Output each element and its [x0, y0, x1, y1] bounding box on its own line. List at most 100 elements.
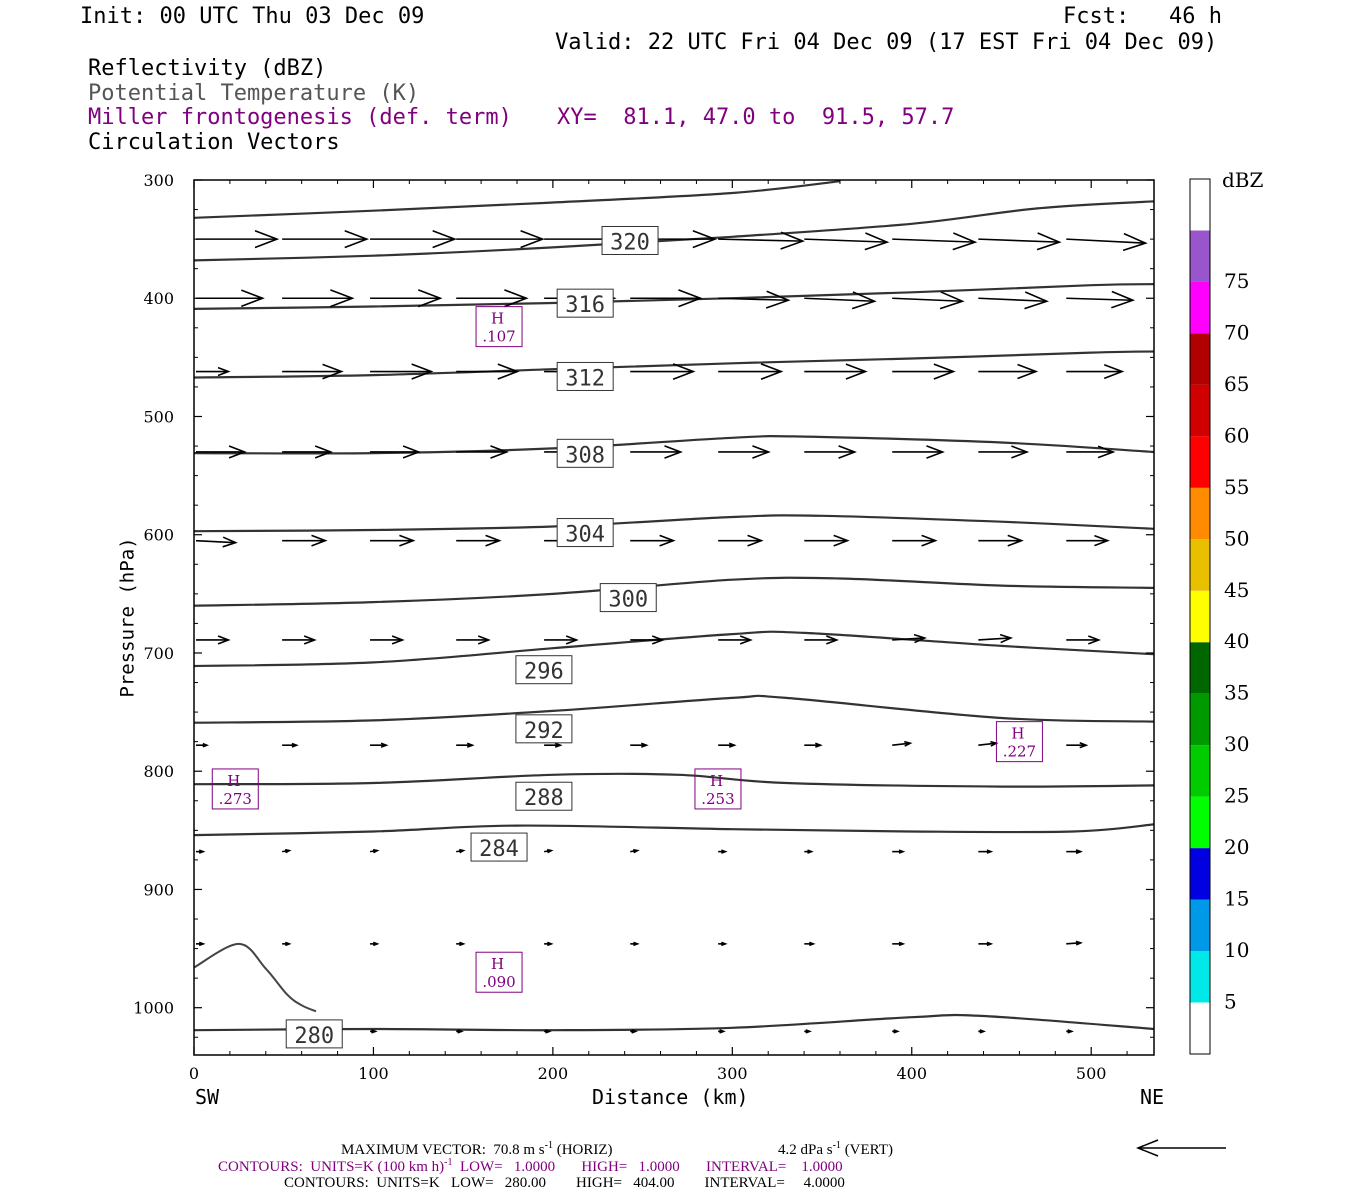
vector-shaft [718, 238, 803, 242]
vector-arrow [630, 363, 696, 380]
theta-label-box [556, 518, 614, 548]
colorbar-label: 70 [1224, 320, 1249, 344]
vector-arrow [196, 230, 280, 249]
vector-head [545, 1029, 552, 1034]
field-reflectivity: Reflectivity (dBZ) [88, 56, 327, 81]
theta-label-box [601, 225, 659, 255]
theta-label: 292 [524, 719, 564, 744]
vector-arrow [1066, 849, 1083, 855]
vector-arrow [978, 1029, 987, 1034]
vector-arrow [630, 534, 676, 547]
vector-arrow [892, 849, 906, 854]
vector-head [322, 363, 344, 380]
vector-arrow [370, 230, 457, 249]
vector-arrow [1066, 742, 1089, 749]
plot-border [193, 179, 1155, 1056]
vector-head [952, 232, 978, 251]
colorbar-label: 40 [1224, 629, 1249, 653]
vector-arrow [1066, 534, 1110, 547]
vector-arrow [1066, 290, 1136, 309]
x-axis-label: Distance (km) [592, 1085, 749, 1109]
vector-arrow [804, 635, 839, 645]
circulation-vectors [195, 230, 1148, 1034]
vector-head [926, 445, 945, 459]
vector-head [485, 534, 502, 547]
colorbar-segment [1190, 230, 1210, 282]
vector-arrow [456, 635, 491, 645]
vector-arrow [282, 941, 292, 947]
frontogenesis-max-value: .273 [219, 790, 252, 808]
colorbar-segment [1190, 693, 1210, 746]
vector-arrow [718, 849, 728, 854]
vector-arrow [892, 232, 978, 251]
vector-arrow [456, 941, 466, 947]
vector-head [807, 849, 814, 854]
vector-shaft [978, 742, 997, 746]
vector-arrow [892, 363, 956, 380]
vector-head [314, 445, 333, 459]
vector-arrow [804, 534, 850, 547]
vector-head [241, 289, 265, 308]
vector-head [833, 534, 850, 547]
vector-head [898, 941, 906, 947]
axes: 300 400 500 600 700 800 900 1000 0 100 200 300 400 50… [133, 171, 1154, 1083]
frontogenesis-max-label: H [491, 310, 504, 328]
vector-head [198, 849, 206, 854]
colorbar-title: dBZ [1222, 168, 1264, 192]
vector-head [222, 536, 238, 548]
vector-shaft [804, 238, 888, 243]
vector-arrow [892, 445, 945, 459]
vector-arrow [630, 445, 683, 459]
vector-arrow [196, 635, 231, 645]
vector-head [1097, 445, 1116, 459]
vector-head [411, 363, 434, 380]
vector-arrow [370, 742, 389, 748]
vector-arrow [978, 445, 1030, 459]
vector-arrow [196, 849, 206, 854]
colorbar-label: 75 [1224, 269, 1249, 293]
vector-arrow [456, 289, 529, 308]
vector-head [752, 445, 771, 459]
vector-head [457, 1029, 464, 1034]
vector-arrow [630, 742, 649, 748]
vector-arrow [718, 534, 764, 547]
vector-head [285, 941, 292, 947]
vector-head [554, 742, 563, 748]
theta-label-box [515, 781, 573, 811]
vector-head [202, 742, 210, 748]
vector-head [291, 742, 299, 748]
vector-arrow [978, 363, 1039, 380]
theta-contour-280 [194, 1013, 1154, 1032]
vector-head [344, 230, 369, 249]
vector-arrow [196, 366, 231, 377]
theta-label: 288 [524, 786, 564, 811]
theta-label: 320 [610, 230, 650, 255]
vector-arrow [196, 742, 210, 748]
colorbar-segment [1190, 1002, 1210, 1054]
theta-label-box [515, 655, 573, 685]
vector-head [893, 1029, 900, 1034]
vector-arrow [718, 445, 771, 459]
vector-arrow [630, 941, 640, 947]
vector-shaft [978, 238, 1060, 243]
vector-head [546, 848, 554, 854]
vector-arrow [718, 742, 737, 748]
frontogenesis-max-value: .107 [482, 328, 515, 346]
frontogenesis-max-box [995, 721, 1043, 763]
vector-head [391, 635, 405, 645]
vector-arrow [1066, 445, 1116, 459]
frontogenesis-max-value: .253 [701, 790, 734, 808]
colorbar-segment [1190, 333, 1210, 385]
vector-head [1024, 291, 1050, 310]
frontogenesis-max-label: H [710, 772, 723, 790]
theta-label-box [515, 714, 573, 744]
vector-head [864, 232, 890, 251]
vector-head [1017, 363, 1039, 380]
frontogenesis-max-box [475, 951, 523, 993]
vector-arrow [1066, 232, 1148, 252]
colorbar-segment [1190, 487, 1210, 540]
frontogenesis-max-value: .227 [1003, 743, 1036, 761]
colorbar-label: 10 [1224, 938, 1249, 962]
vector-head [1079, 742, 1089, 749]
